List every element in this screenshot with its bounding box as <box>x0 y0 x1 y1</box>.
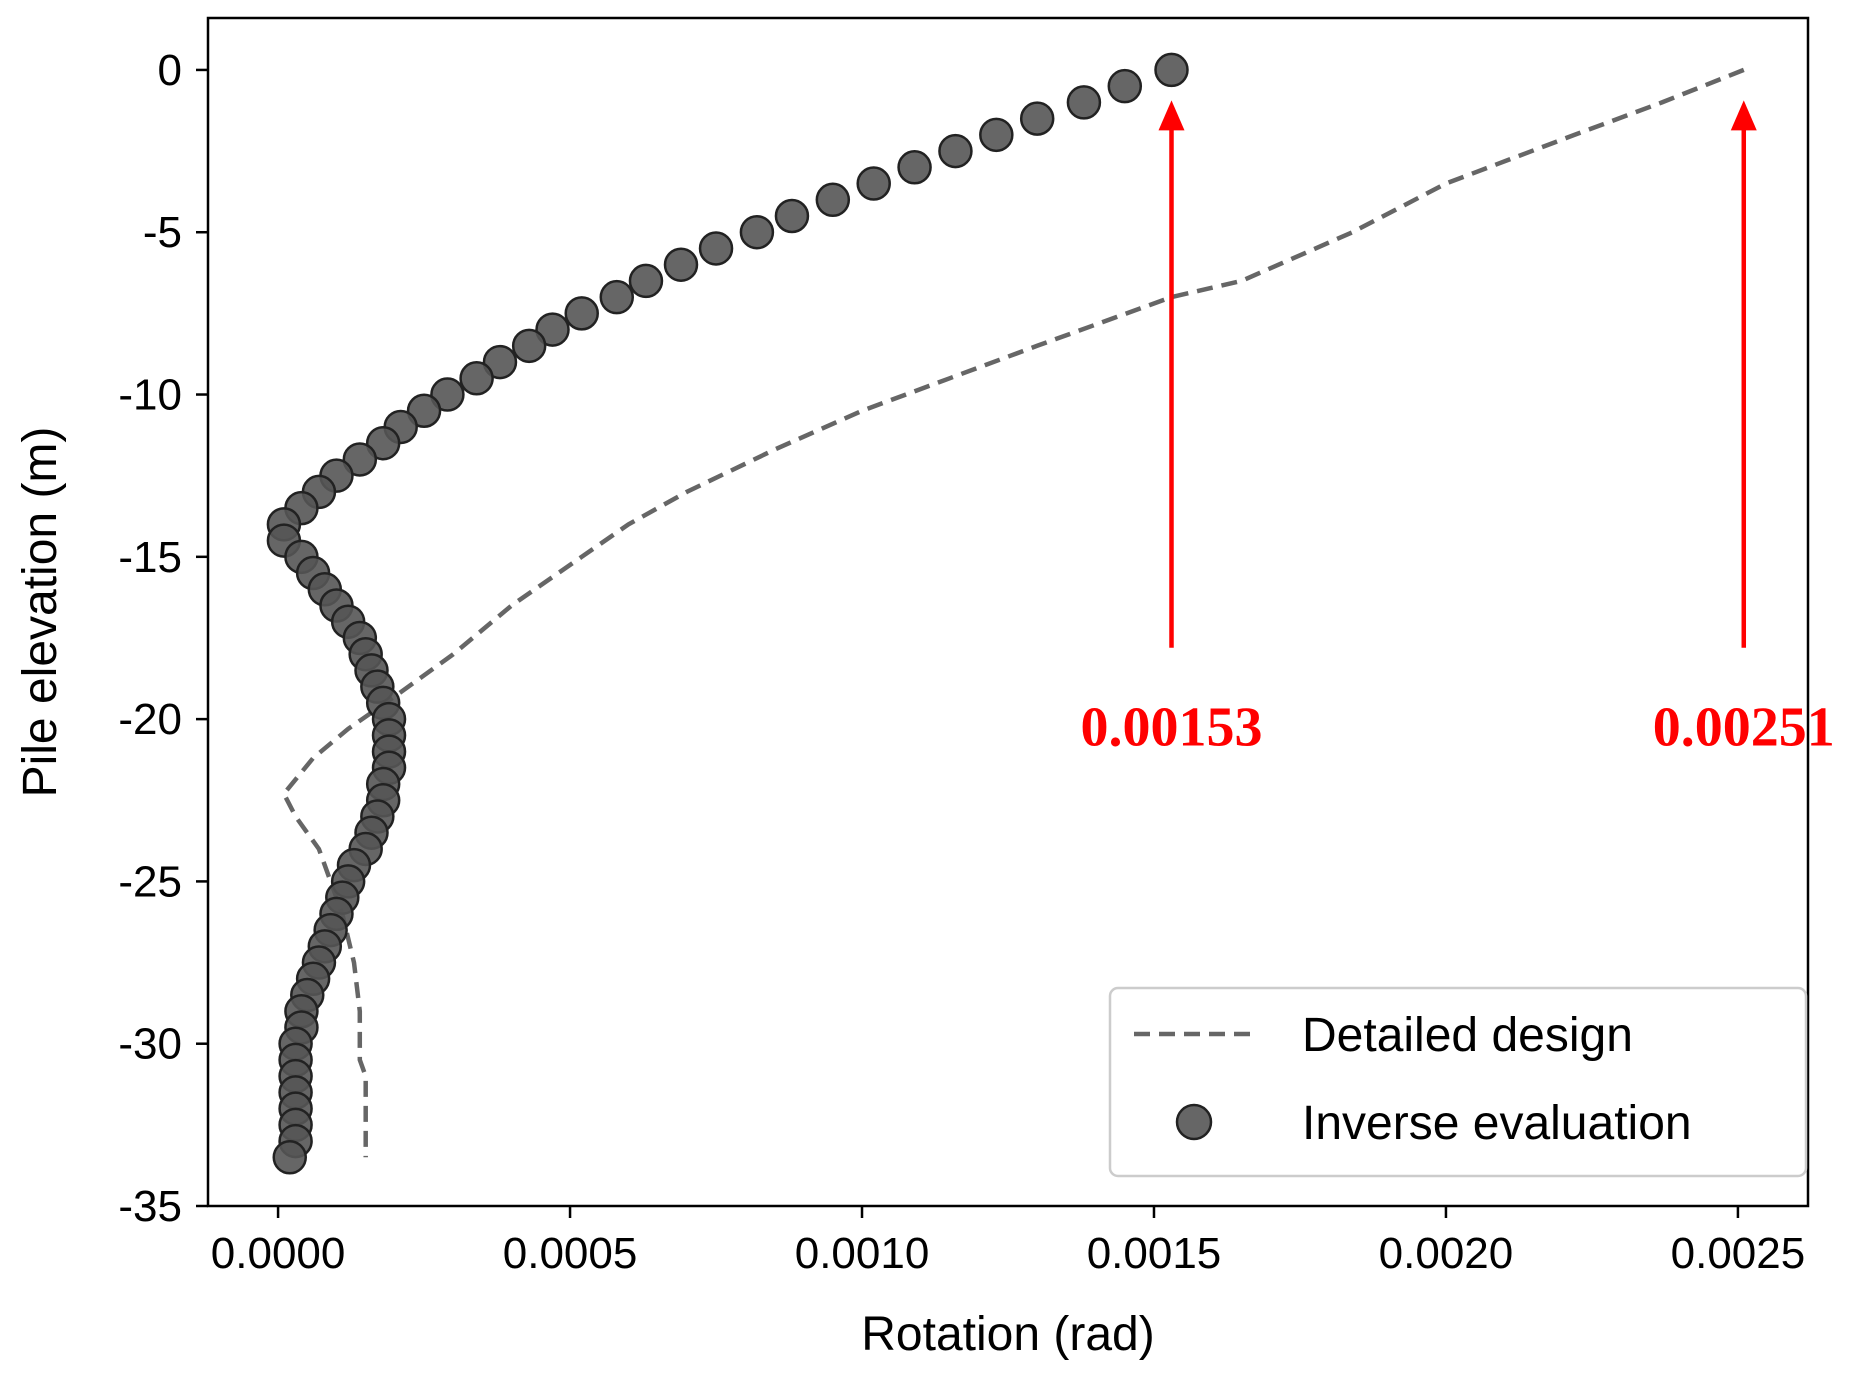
x-tick-label: 0.0010 <box>795 1229 930 1278</box>
series-line-detailed-design <box>281 67 1745 1158</box>
data-point <box>459 361 494 396</box>
x-tick-label: 0.0005 <box>503 1229 638 1278</box>
annotations: 0.00153 0.00251 <box>1081 100 1835 759</box>
data-point <box>511 328 547 364</box>
data-point <box>272 1140 308 1175</box>
y-axis-title: Pile elevation (m) <box>14 427 67 798</box>
ticks: 0.0000 0.0005 0.0010 0.0015 0.0020 0.0025 0 -5 -… <box>118 46 1805 1278</box>
data-point <box>482 344 518 380</box>
data-point <box>342 442 378 477</box>
series <box>266 52 1745 1175</box>
y-tick-label: -25 <box>118 857 182 906</box>
y-tick-label: -10 <box>118 371 182 420</box>
annotation-label: 0.00251 <box>1653 697 1835 759</box>
x-tick-label: 0.0000 <box>211 1229 346 1278</box>
legend-swatch-inverse-evaluation <box>1175 1103 1213 1141</box>
legend-box <box>1108 986 1808 1178</box>
legend: Detailed design Inverse evaluation <box>1108 986 1808 1178</box>
y-tick-label: 0 <box>158 46 182 95</box>
x-tick-label: 0.0020 <box>1379 1229 1514 1278</box>
data-point <box>856 166 891 201</box>
data-point <box>979 117 1014 153</box>
legend-label-inverse-evaluation: Inverse evaluation <box>1302 1097 1692 1150</box>
annotation-arrowhead <box>1730 100 1757 131</box>
data-point <box>628 263 664 299</box>
x-tick-label: 0.0015 <box>1087 1229 1222 1278</box>
data-point <box>1019 101 1055 136</box>
data-point <box>365 425 401 461</box>
data-point <box>897 150 932 185</box>
data-point <box>406 393 442 429</box>
y-tick-label: -30 <box>118 1020 182 1069</box>
data-point <box>1066 85 1102 120</box>
data-point <box>535 312 570 347</box>
data-point <box>774 198 810 234</box>
data-point <box>663 247 699 282</box>
x-tick-label: 0.0025 <box>1671 1229 1806 1278</box>
data-point <box>815 182 851 218</box>
data-point <box>739 214 775 250</box>
axes: Rotation (rad) Pile elevation (m) <box>14 16 1810 1361</box>
plot-frame <box>206 16 1810 1208</box>
data-point <box>1154 52 1189 88</box>
data-point <box>599 279 635 315</box>
data-point <box>938 133 973 169</box>
legend-label-detailed-design: Detailed design <box>1302 1009 1633 1062</box>
y-tick-label: -20 <box>118 695 182 744</box>
data-point <box>430 377 465 412</box>
data-point <box>698 231 734 266</box>
y-tick-label: -35 <box>118 1182 182 1231</box>
x-axis-title: Rotation (rad) <box>861 1308 1154 1361</box>
annotation-arrowhead <box>1158 100 1185 131</box>
annotation-label: 0.00153 <box>1081 697 1263 759</box>
data-point <box>1107 68 1143 104</box>
y-tick-label: -15 <box>118 533 182 582</box>
y-tick-label: -5 <box>143 208 182 257</box>
data-point <box>564 296 599 331</box>
